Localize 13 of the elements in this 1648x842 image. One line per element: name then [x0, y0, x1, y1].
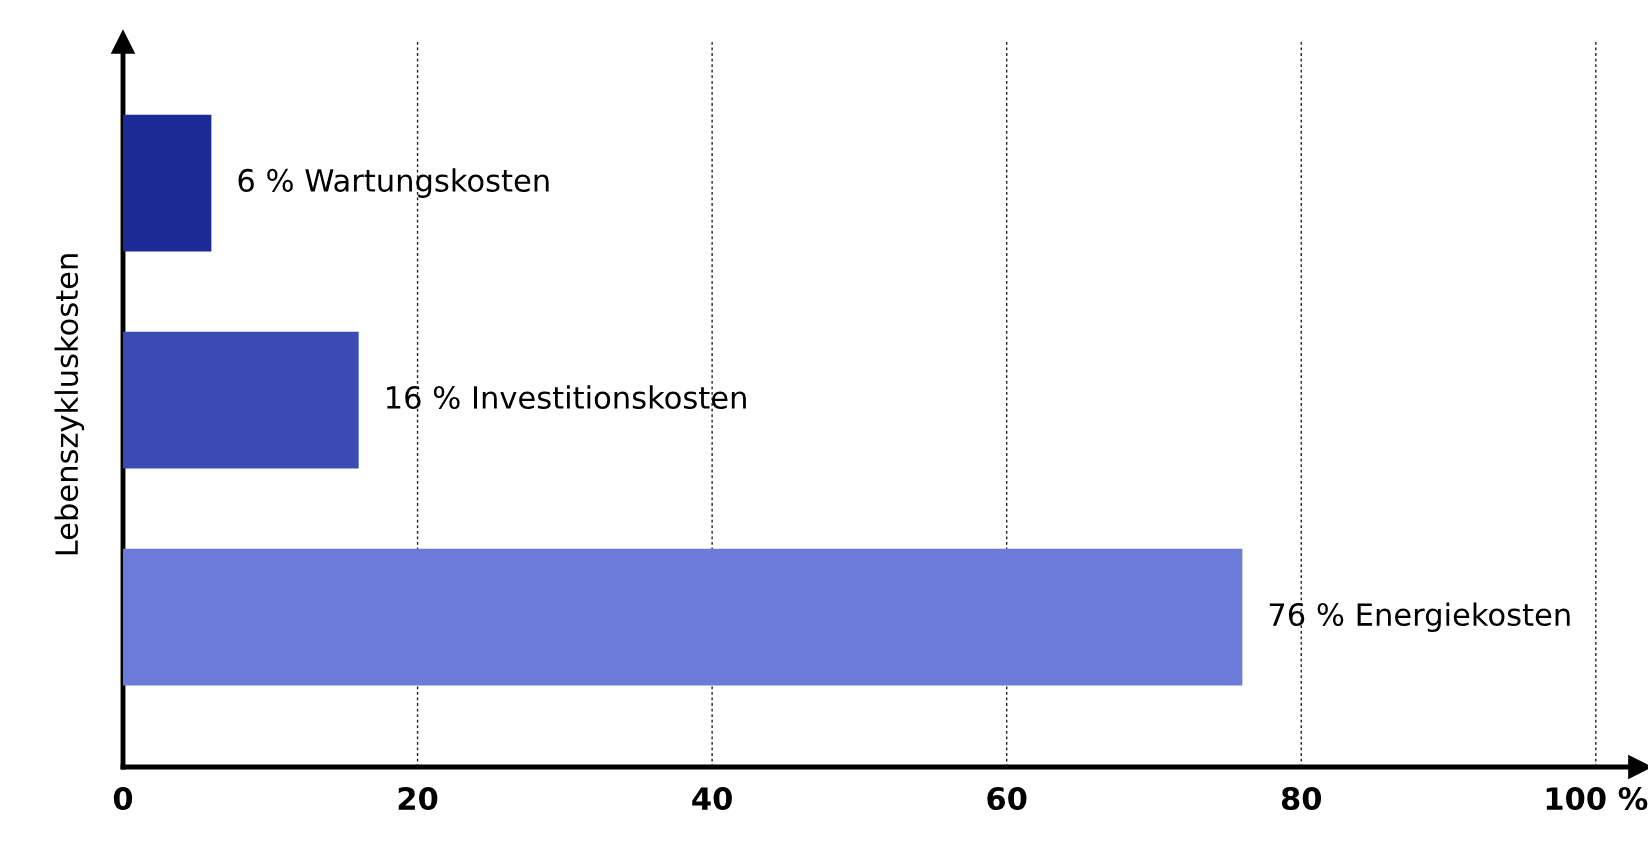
x-tick-label: 100 % [1546, 786, 1648, 811]
bar [123, 114, 212, 252]
x-tick-label: 80 [1281, 786, 1322, 811]
bar [123, 331, 359, 469]
data-label: 76 % Energiekosten [1269, 602, 1570, 633]
data-label: 16 % Investitionskosten [387, 385, 746, 410]
data-label: 6 % Wartungskosten [238, 168, 549, 198]
x-tick-label: 40 [692, 786, 732, 811]
y-axis-title: Lebenszykluskosten [54, 254, 85, 555]
x-tick-label: 20 [398, 786, 438, 811]
x-tick-label: 0 [113, 786, 133, 811]
x-tick-label: 60 [987, 786, 1027, 811]
bar [123, 548, 1243, 686]
